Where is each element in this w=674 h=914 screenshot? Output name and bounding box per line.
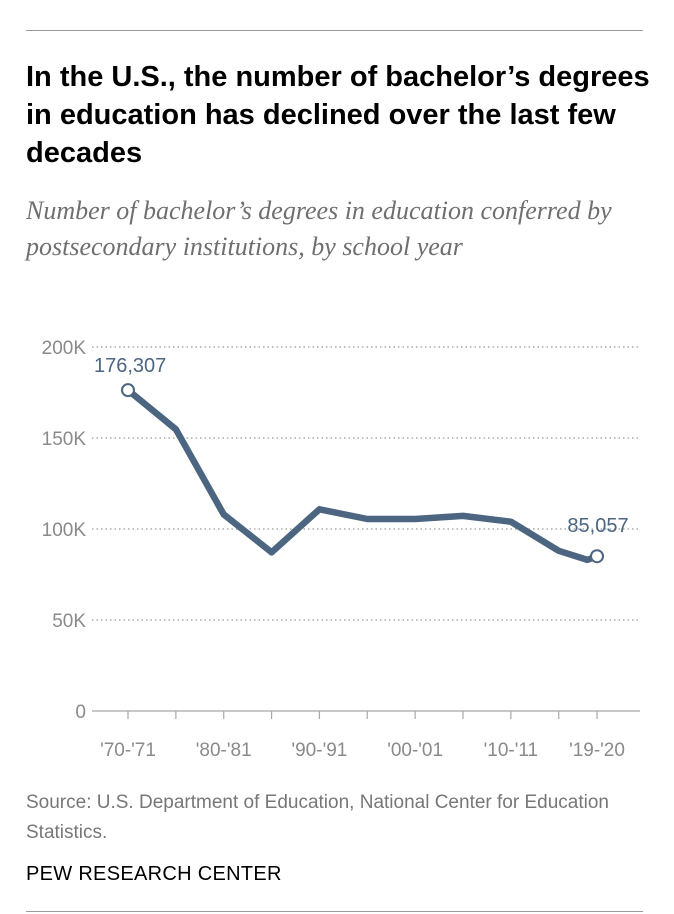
y-tick-label: 0 (75, 702, 86, 723)
data-label: 85,057 (567, 515, 628, 537)
x-tick-label: '80-'81 (196, 740, 252, 761)
data-label: 176,307 (94, 355, 166, 377)
brand-name: PEW RESEARCH CENTER (26, 863, 282, 885)
x-tick-label: '19-'20 (569, 740, 625, 761)
chart-title: In the U.S., the number of bachelor’s de… (26, 61, 650, 169)
x-tick-label: '00-'01 (387, 740, 443, 761)
y-tick-label: 200K (42, 338, 87, 359)
series-line (124, 386, 601, 564)
source-note: Source: U.S. Department of Education, Na… (26, 792, 609, 843)
bottom-rule (26, 911, 643, 912)
chart-subtitle: Number of bachelor’s degrees in educatio… (26, 196, 612, 261)
data-point-marker (590, 549, 604, 564)
x-tick-label: '10-'11 (484, 740, 538, 761)
x-tick-label: '70-'71 (100, 740, 156, 761)
top-rule (26, 30, 643, 31)
y-tick-label: 100K (42, 520, 87, 541)
y-tick-label: 150K (42, 429, 87, 450)
y-tick-label: 50K (52, 611, 86, 632)
x-tick-label: '90-'91 (291, 740, 347, 761)
data-point-marker (121, 383, 135, 398)
line-chart: 0 50K 100K 150K 200K '70-'71 '80-'81 '90-'91 '00… (42, 338, 640, 761)
